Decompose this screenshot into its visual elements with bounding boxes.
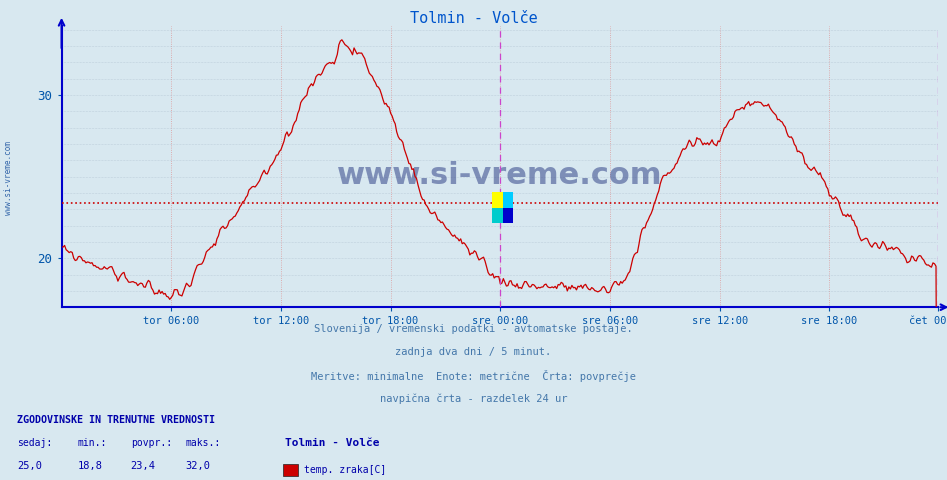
Text: navpična črta - razdelek 24 ur: navpična črta - razdelek 24 ur [380, 393, 567, 404]
Text: temp. zraka[C]: temp. zraka[C] [304, 465, 386, 475]
Text: Tolmin - Volče: Tolmin - Volče [410, 11, 537, 25]
Text: ZGODOVINSKE IN TRENUTNE VREDNOSTI: ZGODOVINSKE IN TRENUTNE VREDNOSTI [17, 415, 215, 425]
Text: 25,0: 25,0 [17, 461, 42, 471]
Text: min.:: min.: [78, 438, 107, 448]
Text: www.si-vreme.com: www.si-vreme.com [4, 141, 13, 215]
Text: Tolmin - Volče: Tolmin - Volče [285, 438, 380, 448]
Text: 18,8: 18,8 [78, 461, 102, 471]
Text: 23,4: 23,4 [131, 461, 155, 471]
Text: www.si-vreme.com: www.si-vreme.com [337, 161, 662, 190]
Text: zadnja dva dni / 5 minut.: zadnja dva dni / 5 minut. [396, 347, 551, 357]
Text: maks.:: maks.: [186, 438, 221, 448]
Text: 32,0: 32,0 [186, 461, 210, 471]
Text: sedaj:: sedaj: [17, 438, 52, 448]
Text: Meritve: minimalne  Enote: metrične  Črta: povprečje: Meritve: minimalne Enote: metrične Črta:… [311, 370, 636, 382]
Text: povpr.:: povpr.: [131, 438, 171, 448]
Text: Slovenija / vremenski podatki - avtomatske postaje.: Slovenija / vremenski podatki - avtomats… [314, 324, 633, 334]
